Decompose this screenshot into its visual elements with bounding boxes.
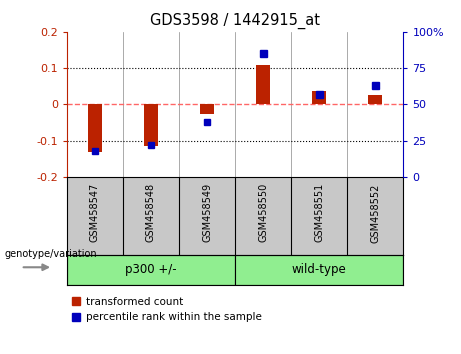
Bar bbox=[148, 142, 154, 148]
Text: GSM458549: GSM458549 bbox=[202, 183, 212, 242]
Text: GSM458551: GSM458551 bbox=[314, 183, 324, 242]
Bar bbox=[256, 64, 270, 104]
Legend: transformed count, percentile rank within the sample: transformed count, percentile rank withi… bbox=[72, 297, 261, 322]
Bar bbox=[144, 104, 158, 146]
Bar bbox=[204, 119, 210, 125]
Bar bbox=[372, 82, 378, 89]
Text: p300 +/-: p300 +/- bbox=[125, 263, 177, 276]
Bar bbox=[67, 255, 235, 285]
Text: GSM458550: GSM458550 bbox=[258, 183, 268, 242]
Bar bbox=[235, 255, 403, 285]
Bar bbox=[88, 104, 102, 152]
Text: GSM458552: GSM458552 bbox=[370, 183, 380, 242]
Text: genotype/variation: genotype/variation bbox=[5, 249, 97, 259]
Bar bbox=[200, 104, 214, 114]
Title: GDS3598 / 1442915_at: GDS3598 / 1442915_at bbox=[150, 13, 320, 29]
Bar bbox=[312, 91, 326, 104]
Text: wild-type: wild-type bbox=[292, 263, 347, 276]
Bar bbox=[92, 148, 98, 154]
Text: GSM458547: GSM458547 bbox=[90, 183, 100, 242]
Bar bbox=[368, 95, 382, 104]
Text: GSM458548: GSM458548 bbox=[146, 183, 156, 242]
Bar bbox=[316, 91, 323, 98]
Bar bbox=[260, 50, 266, 57]
